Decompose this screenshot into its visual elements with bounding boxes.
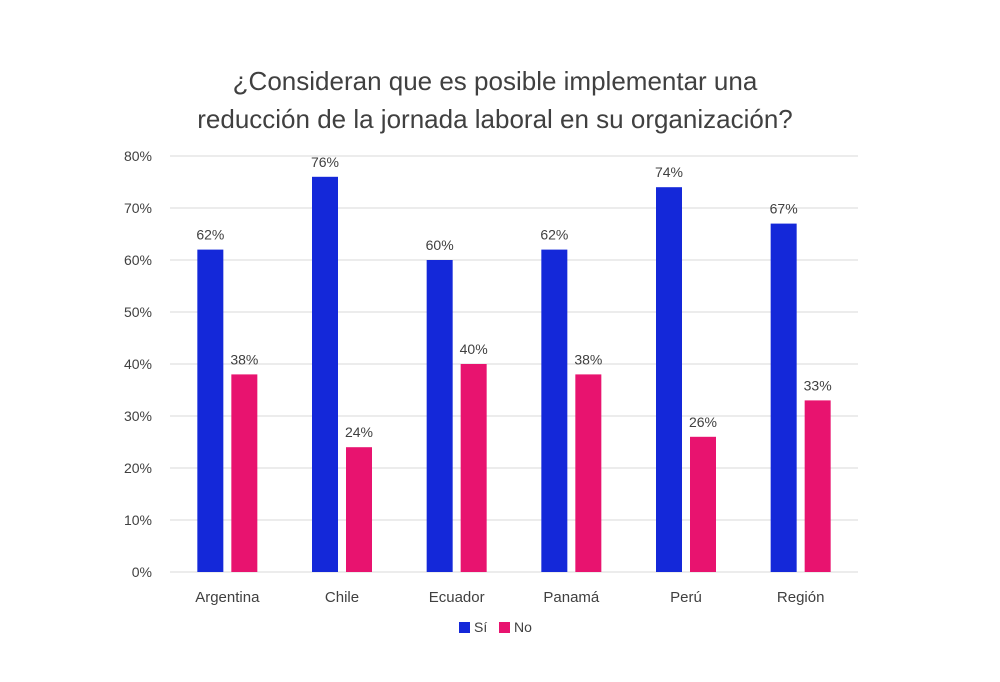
data-label: 67% — [770, 201, 798, 217]
legend-label: Sí — [474, 619, 487, 635]
y-tick-label: 80% — [124, 148, 152, 164]
gridlines — [170, 155, 858, 573]
y-tick-label: 10% — [124, 512, 152, 528]
bar-si — [426, 260, 453, 572]
y-tick-label: 70% — [124, 200, 152, 216]
legend-label: No — [514, 619, 532, 635]
chart-title-line-2: reducción de la jornada laboral en su or… — [197, 104, 793, 134]
x-axis: Argentina Chile Ecuador Panamá Perú Región — [195, 589, 824, 606]
bar-no — [804, 400, 831, 572]
data-label: 62% — [540, 227, 568, 243]
data-label: 40% — [460, 341, 488, 357]
chart-title-line-1: ¿Consideran que es posible implementar u… — [232, 66, 758, 96]
bar-si — [197, 249, 224, 572]
data-label: 38% — [574, 351, 602, 367]
y-tick-label: 40% — [124, 356, 152, 372]
y-axis: 0% 10% 20% 30% 40% 50% 60% 70% 80% — [124, 148, 152, 580]
bar-no — [460, 364, 487, 572]
bar-si — [541, 249, 568, 572]
bar-no — [690, 436, 716, 572]
x-category-label: Perú — [670, 589, 702, 606]
bar-si — [312, 176, 338, 573]
data-label: 33% — [804, 377, 832, 393]
x-category-label: Argentina — [195, 589, 260, 606]
bar-no — [346, 447, 372, 572]
y-tick-label: 20% — [124, 460, 152, 476]
data-labels: 62% 38% 76% 24% 60% 40% 62% 38% 74% 26% 67% 33% — [196, 154, 831, 440]
bar-si — [656, 187, 682, 572]
data-label: 76% — [311, 154, 339, 170]
data-label: 74% — [655, 164, 683, 180]
data-label: 62% — [196, 227, 224, 243]
bar-no — [575, 374, 602, 572]
data-label: 38% — [230, 351, 258, 367]
bars — [197, 176, 831, 573]
bar-si — [770, 223, 797, 572]
y-tick-label: 50% — [124, 304, 152, 320]
legend-swatch — [499, 622, 510, 633]
y-tick-label: 60% — [124, 252, 152, 268]
x-category-label: Región — [777, 589, 825, 606]
x-category-label: Panamá — [543, 589, 600, 606]
data-label: 60% — [426, 237, 454, 253]
bar-no — [231, 374, 258, 572]
legend-swatch — [459, 622, 470, 633]
x-category-label: Chile — [325, 589, 359, 606]
y-tick-label: 0% — [132, 564, 152, 580]
x-category-label: Ecuador — [429, 589, 485, 606]
legend: Sí No — [459, 619, 532, 635]
data-label: 24% — [345, 424, 373, 440]
data-label: 26% — [689, 414, 717, 430]
y-tick-label: 30% — [124, 408, 152, 424]
chart-title: ¿Consideran que es posible implementar u… — [0, 62, 990, 138]
